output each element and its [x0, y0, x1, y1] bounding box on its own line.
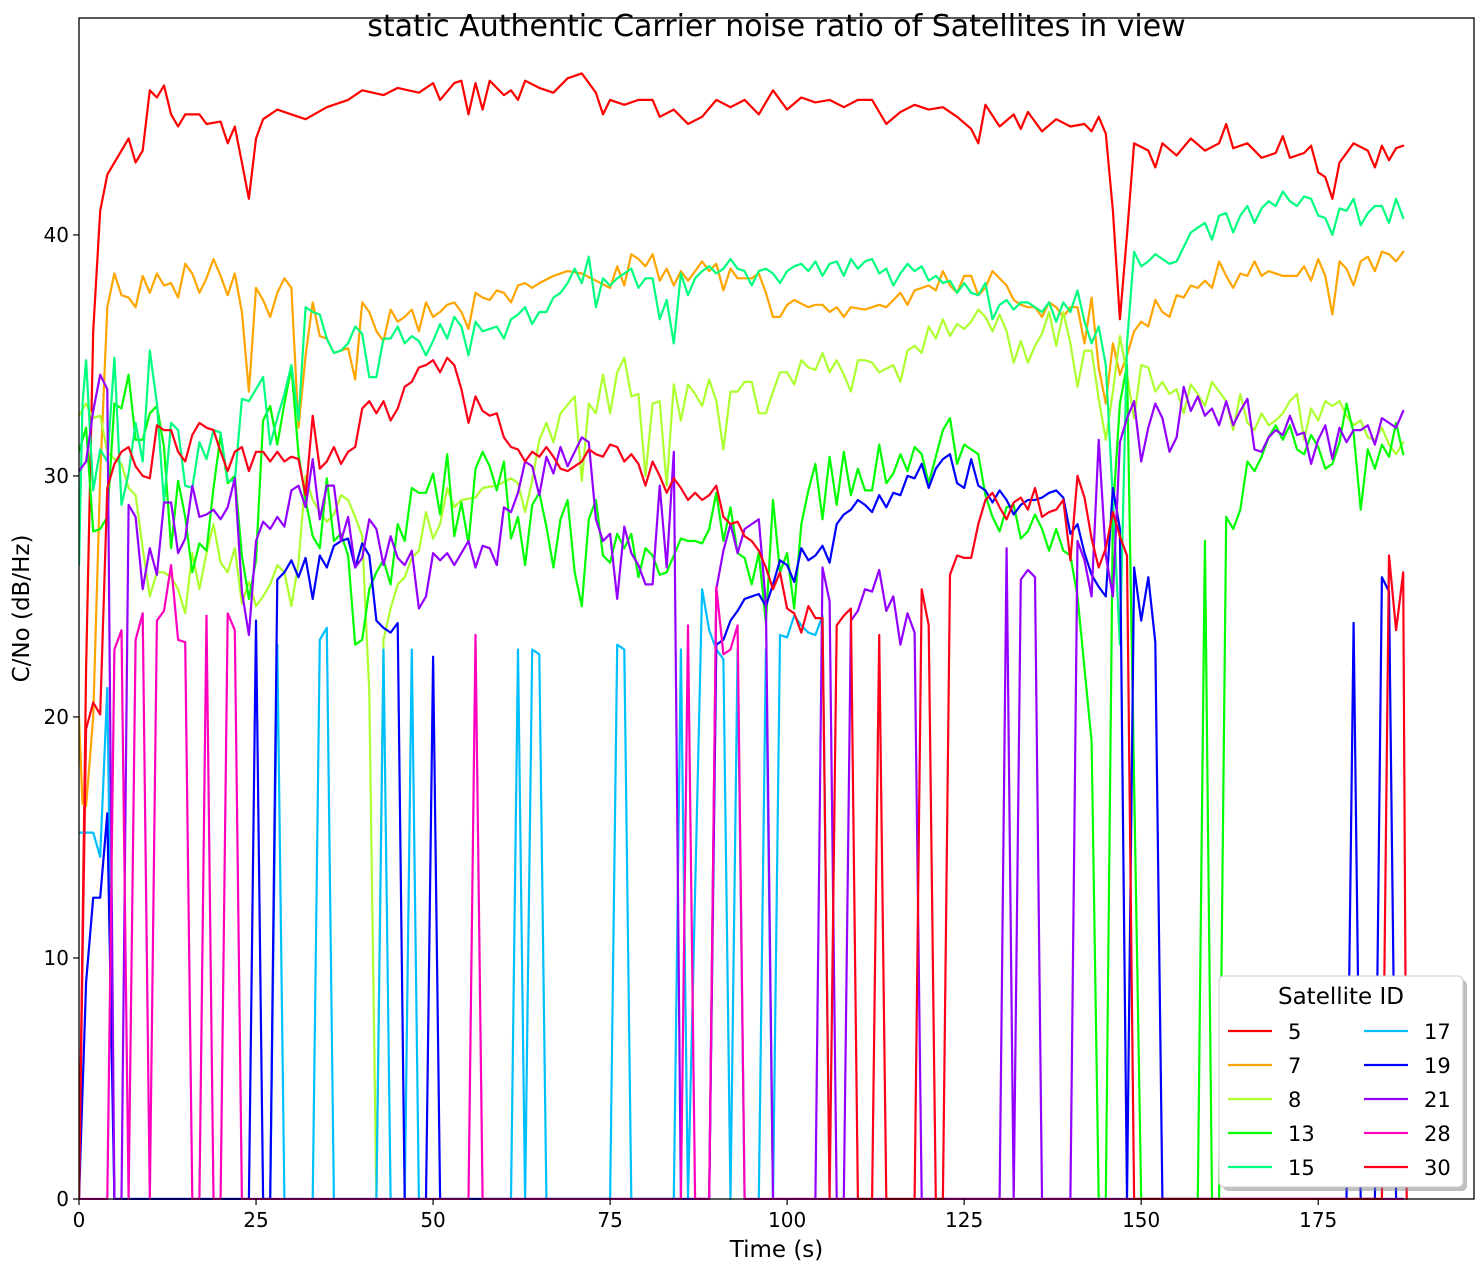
y-tick-label: 30 — [44, 464, 69, 488]
x-axis: 0 25 50 75 100 125 150 175 — [73, 1199, 1337, 1232]
series-line-15 — [79, 190, 1405, 646]
x-tick-label: 0 — [73, 1208, 86, 1232]
legend-label-7: 7 — [1288, 1054, 1301, 1078]
x-tick-label: 100 — [768, 1208, 806, 1232]
x-tick-label: 75 — [597, 1208, 622, 1232]
y-tick-label: 40 — [44, 223, 69, 247]
legend-box — [1218, 975, 1464, 1188]
legend-label-15: 15 — [1288, 1156, 1315, 1180]
series-line-7 — [79, 250, 1405, 808]
series-group — [79, 72, 1408, 1200]
x-tick-label: 175 — [1299, 1208, 1337, 1232]
x-tick-label: 125 — [945, 1208, 983, 1232]
chart-title: static Authentic Carrier noise ratio of … — [367, 9, 1185, 44]
legend-label-17: 17 — [1424, 1020, 1451, 1044]
y-tick-label: 20 — [44, 705, 69, 729]
legend-label-19: 19 — [1424, 1054, 1451, 1078]
y-axis-label: C/No (dB/Hz) — [9, 535, 35, 683]
legend: Satellite ID 5 7 8 13 15 17 19 21 28 30 — [1218, 975, 1467, 1191]
legend-label-8: 8 — [1288, 1088, 1301, 1112]
legend-label-13: 13 — [1288, 1122, 1315, 1146]
legend-label-21: 21 — [1424, 1088, 1451, 1112]
plot-area — [78, 17, 1475, 1200]
legend-title: Satellite ID — [1278, 984, 1404, 1010]
legend-label-5: 5 — [1288, 1020, 1301, 1044]
series-line-5 — [79, 72, 1405, 1200]
x-tick-label: 150 — [1122, 1208, 1160, 1232]
y-axis: 0 10 20 30 40 — [44, 223, 79, 1211]
legend-label-30: 30 — [1424, 1156, 1451, 1180]
plot-frame — [78, 17, 1475, 1200]
legend-items: 5 7 8 13 15 17 19 21 28 30 — [1228, 1020, 1451, 1180]
series-line-19 — [79, 453, 1405, 1200]
y-tick-label: 0 — [56, 1187, 69, 1211]
series-line-8 — [79, 308, 1405, 1200]
y-tick-label: 10 — [44, 946, 69, 970]
x-tick-label: 25 — [243, 1208, 268, 1232]
series-line-30 — [79, 356, 1408, 1200]
legend-label-28: 28 — [1424, 1122, 1451, 1146]
series-line-21 — [79, 373, 1405, 1200]
x-axis-label: Time (s) — [729, 1237, 824, 1263]
x-tick-label: 50 — [420, 1208, 445, 1232]
